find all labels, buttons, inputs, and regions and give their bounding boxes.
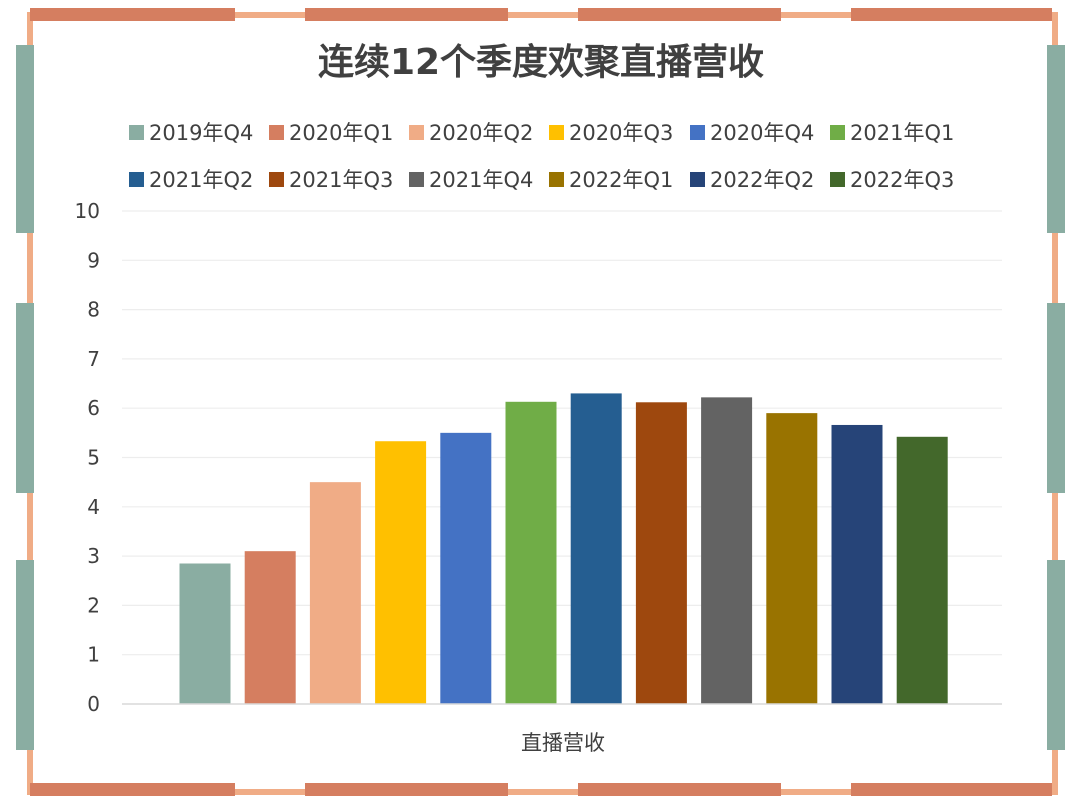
legend-swatch: [129, 172, 144, 187]
legend-label: 2020年Q2: [429, 121, 533, 145]
bar: [831, 424, 883, 704]
y-tick-label: 7: [87, 347, 100, 371]
bar: [896, 436, 948, 704]
x-axis-label: 直播营收: [521, 731, 605, 755]
y-tick-label: 10: [75, 199, 100, 223]
legend-item: 2021年Q4: [409, 168, 533, 192]
bar: [179, 563, 231, 704]
legend-label: 2020年Q3: [569, 121, 673, 145]
legend-label: 2020年Q4: [710, 121, 814, 145]
legend-item: 2022年Q3: [830, 168, 954, 192]
legend-label: 2021年Q2: [149, 168, 253, 192]
bar: [505, 401, 557, 704]
legend-label: 2021年Q3: [289, 168, 393, 192]
bar: [570, 393, 622, 704]
bar: [309, 482, 361, 704]
legend-label: 2022年Q1: [569, 168, 673, 192]
y-tick-label: 3: [87, 544, 100, 568]
legend-swatch: [409, 125, 424, 140]
y-tick-label: 9: [87, 248, 100, 272]
legend-item: 2020年Q4: [690, 121, 814, 145]
legend-swatch: [690, 172, 705, 187]
legend-swatch: [690, 125, 705, 140]
bar: [701, 397, 753, 704]
legend-swatch: [549, 125, 564, 140]
legend-item: 2022年Q1: [549, 168, 673, 192]
y-tick-label: 1: [87, 643, 100, 667]
legend-item: 2022年Q2: [690, 168, 814, 192]
legend-label: 2022年Q2: [710, 168, 814, 192]
legend-item: 2021年Q3: [269, 168, 393, 192]
bar: [244, 551, 296, 704]
y-tick-label: 6: [87, 396, 100, 420]
bar: [766, 413, 818, 704]
legend-label: 2021年Q4: [429, 168, 533, 192]
y-tick-label: 2: [87, 593, 100, 617]
bar: [375, 441, 427, 704]
legend-swatch: [409, 172, 424, 187]
legend-swatch: [549, 172, 564, 187]
legend-swatch: [830, 125, 845, 140]
y-tick-label: 0: [87, 692, 100, 716]
legend-swatch: [269, 125, 284, 140]
legend-swatch: [830, 172, 845, 187]
legend-item: 2020年Q1: [269, 121, 393, 145]
legend-item: 2020年Q3: [549, 121, 673, 145]
legend-item: 2019年Q4: [129, 121, 253, 145]
y-tick-label: 5: [87, 446, 100, 470]
legend: 2019年Q4 2020年Q1 2020年Q2 2020年Q3 2020年Q4 2021年…: [129, 121, 954, 192]
legend-item: 2020年Q2: [409, 121, 533, 145]
legend-item: 2021年Q1: [830, 121, 954, 145]
y-axis: 0 1 2 3 4 5 6 7 8 9 10: [75, 199, 100, 716]
legend-label: 2022年Q3: [850, 168, 954, 192]
bars: [179, 393, 948, 704]
legend-label: 2021年Q1: [850, 121, 954, 145]
y-tick-label: 4: [87, 495, 100, 519]
legend-swatch: [269, 172, 284, 187]
bar: [635, 402, 687, 704]
legend-item: 2021年Q2: [129, 168, 253, 192]
legend-swatch: [129, 125, 144, 140]
chart-title: 连续12个季度欢聚直播营收: [318, 42, 764, 83]
y-tick-label: 8: [87, 298, 100, 322]
bar: [440, 432, 492, 704]
legend-label: 2019年Q4: [149, 121, 253, 145]
legend-label: 2020年Q1: [289, 121, 393, 145]
